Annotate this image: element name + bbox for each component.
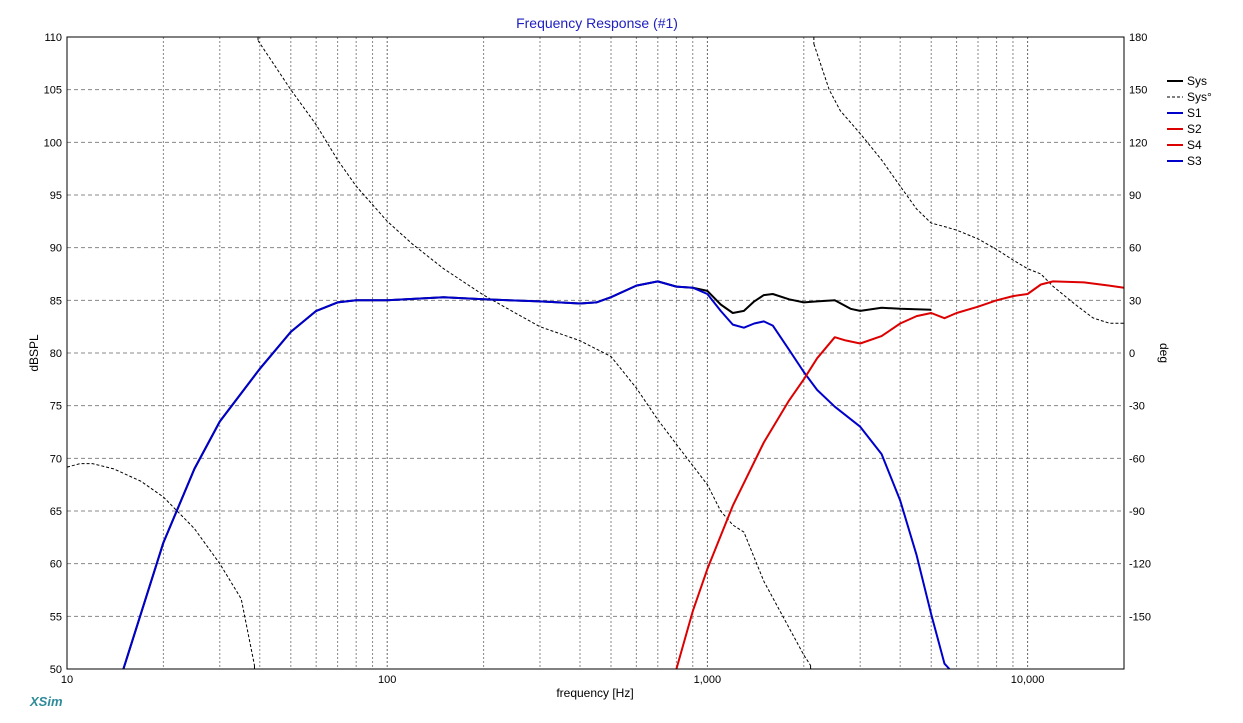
y-tick-label: 65 (50, 506, 62, 518)
y-tick-label: 110 (44, 32, 62, 44)
legend: Sys Sys° S1 S2 S4 S3 (1167, 74, 1212, 168)
series-line-s1 (122, 280, 951, 670)
y2-tick-label: 60 (1129, 243, 1141, 255)
x-tick-label: 100 (378, 674, 396, 686)
series-line-sys-phase (813, 43, 1124, 324)
y2-tick-label: -90 (1129, 506, 1145, 518)
x-tick-label: 10 (61, 674, 73, 686)
y-tick-label: 90 (50, 243, 62, 255)
y-tick-label: 80 (50, 348, 62, 360)
y2-tick-label: -60 (1129, 453, 1145, 465)
xsim-watermark: XSim (29, 694, 63, 709)
y-tick-label: 105 (44, 85, 62, 97)
legend-label: Sys° (1187, 90, 1212, 104)
series-line-sys-phase (257, 40, 812, 666)
series-line-sys-phase (66, 463, 255, 666)
plot-grid (66, 36, 1125, 670)
x-axis-ticks: 10 100 1,000 10,000 (61, 674, 1045, 686)
y2-tick-label: 30 (1129, 295, 1141, 307)
y-axis-label: dBSPL (27, 334, 41, 372)
x-tick-label: 10,000 (1011, 674, 1045, 686)
y-tick-label: 75 (50, 401, 62, 413)
x-tick-label: 1,000 (694, 674, 722, 686)
legend-label: S4 (1187, 138, 1202, 152)
y2-tick-label: -30 (1129, 401, 1145, 413)
right-axis-ticks: 180 150 120 90 60 30 0 -30 -60 -90 -120 -150 (1129, 32, 1151, 623)
y-tick-label: 95 (50, 190, 62, 202)
y-tick-label: 100 (44, 137, 62, 149)
legend-label: S1 (1187, 106, 1202, 120)
x-axis-label: frequency [Hz] (556, 686, 633, 700)
chart-title: Frequency Response (#1) (516, 15, 678, 31)
y2-tick-label: 90 (1129, 190, 1141, 202)
y2-tick-label: -150 (1129, 611, 1151, 623)
y2-tick-label: -120 (1129, 559, 1151, 571)
y-tick-label: 60 (50, 559, 62, 571)
y2-axis-label: deg (1157, 343, 1171, 363)
plot-border (66, 36, 1125, 670)
left-axis-ticks: 50 55 60 65 70 75 80 85 90 95 100 105 110 (44, 32, 62, 676)
y2-tick-label: 180 (1129, 32, 1147, 44)
legend-label: S3 (1187, 154, 1202, 168)
series-line-sys (122, 280, 932, 670)
series-layer (66, 37, 1125, 670)
y2-tick-label: 120 (1129, 137, 1147, 149)
legend-label: Sys (1187, 74, 1207, 88)
phase-wrap-line (810, 37, 815, 669)
y-tick-label: 50 (50, 664, 62, 676)
series-line-s2 (675, 280, 1125, 670)
legend-label: S2 (1187, 122, 1202, 136)
phase-wrap-line (253, 37, 259, 669)
y2-tick-label: 0 (1129, 348, 1135, 360)
y-tick-label: 55 (50, 611, 62, 623)
y-tick-label: 70 (50, 453, 62, 465)
y2-tick-label: 150 (1129, 85, 1147, 97)
y-tick-label: 85 (50, 295, 62, 307)
